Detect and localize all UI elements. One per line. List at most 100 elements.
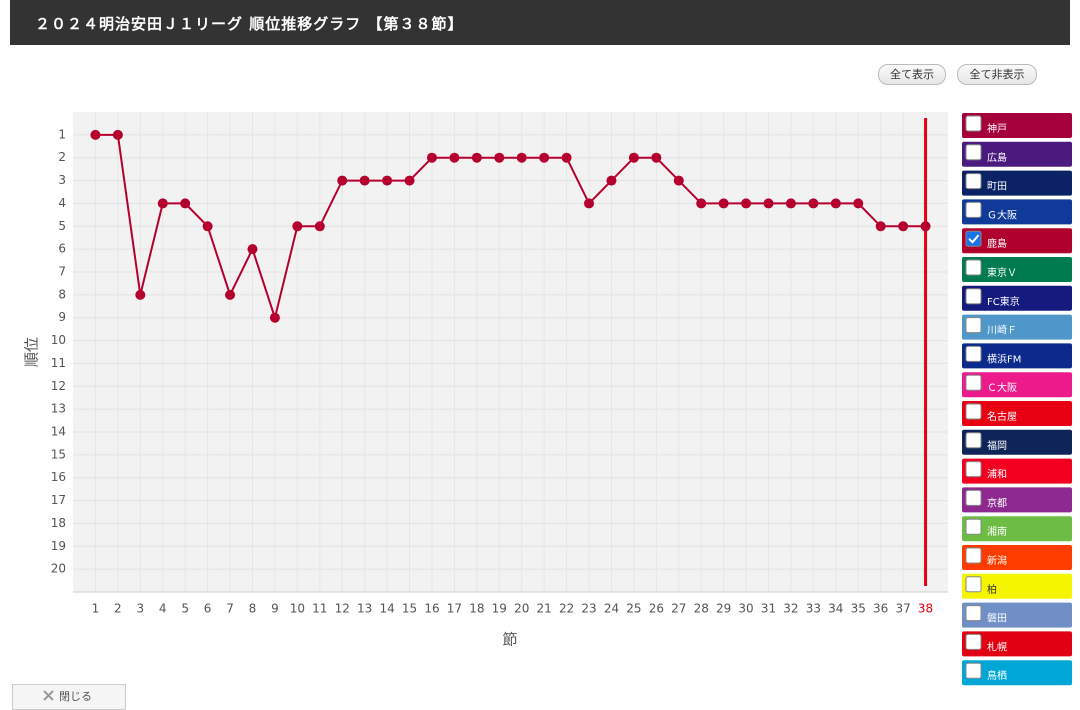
point (741, 198, 752, 209)
point (180, 198, 191, 209)
y-tick-label: 14 (51, 425, 66, 439)
checkbox[interactable] (965, 518, 982, 535)
x-tick-label: 8 (249, 602, 257, 616)
x-tick-label: 38 (918, 602, 933, 616)
checkbox[interactable] (965, 489, 982, 506)
legend-swatch (962, 343, 1072, 369)
point (875, 221, 886, 232)
close-button[interactable]: 閉じる (12, 684, 126, 710)
checkbox[interactable] (965, 633, 982, 650)
x-tick-label: 28 (694, 602, 709, 616)
legend-swatch (962, 257, 1072, 282)
checkbox[interactable] (965, 461, 982, 478)
legend-label: 福岡 (987, 439, 1007, 452)
x-tick-label: 36 (873, 602, 888, 616)
checkbox[interactable] (965, 173, 982, 190)
checkbox[interactable] (965, 115, 982, 132)
legend-label: Ｇ大阪 (987, 208, 1017, 221)
checkbox[interactable] (965, 230, 982, 247)
point (382, 175, 393, 186)
legend-item[interactable]: 鹿島 (962, 228, 1072, 254)
legend-item[interactable]: 鳥栖 (962, 660, 1072, 686)
show-all-button[interactable]: 全て表示 (878, 64, 946, 85)
x-tick-label: 4 (159, 602, 167, 616)
legend-item[interactable]: 川崎Ｆ (962, 314, 1072, 340)
legend-item[interactable]: 磐田 (962, 602, 1072, 628)
legend-item[interactable]: 京都 (962, 487, 1072, 513)
checkbox[interactable] (965, 144, 982, 161)
legend-label: 名古屋 (987, 410, 1017, 423)
checkbox[interactable] (965, 201, 982, 218)
x-tick-label: 37 (895, 602, 910, 616)
y-tick-label: 13 (51, 402, 66, 416)
point (292, 221, 303, 232)
legend-swatch (962, 170, 1072, 196)
checkbox[interactable] (965, 317, 982, 334)
legend-label: 磐田 (987, 613, 1007, 625)
point (718, 198, 729, 209)
legend-item[interactable]: FC東京 (962, 285, 1072, 311)
point (269, 312, 280, 323)
legend-label: Ｃ大阪 (987, 381, 1017, 394)
checkbox[interactable] (965, 576, 982, 593)
y-tick-label: 1 (58, 127, 66, 141)
legend-item[interactable]: 浦和 (962, 458, 1072, 484)
point (853, 198, 864, 209)
point (808, 198, 819, 209)
legend-item[interactable]: 柏 (962, 573, 1072, 599)
legend-item[interactable]: Ｃ大阪 (962, 372, 1072, 398)
legend-item[interactable]: Ｇ大阪 (962, 199, 1072, 225)
point (785, 198, 796, 209)
legend-swatch (962, 516, 1072, 542)
checkbox[interactable] (965, 662, 982, 679)
legend-item[interactable]: 湘南 (962, 516, 1072, 542)
legend-item[interactable]: 神戸 (962, 113, 1072, 138)
x-tick-label: 5 (181, 602, 189, 616)
checkbox[interactable] (965, 403, 982, 420)
point (359, 175, 370, 186)
checkbox[interactable] (965, 547, 982, 564)
legend-item[interactable]: 札幌 (962, 631, 1072, 657)
checkbox[interactable] (965, 259, 982, 276)
legend-item[interactable]: 福岡 (962, 429, 1072, 455)
checkbox[interactable] (965, 374, 982, 391)
x-tick-label: 25 (626, 602, 641, 616)
x-tick-label: 26 (649, 602, 664, 616)
x-tick-label: 32 (783, 602, 798, 616)
legend-swatch (962, 429, 1072, 455)
y-tick-label: 11 (51, 356, 66, 370)
y-tick-label: 16 (51, 470, 66, 484)
legend-item[interactable]: 横浜FM (962, 343, 1072, 369)
checkbox[interactable] (965, 605, 982, 622)
x-tick-label: 20 (514, 602, 529, 616)
x-tick-label: 6 (204, 602, 212, 616)
legend-swatch (962, 602, 1072, 628)
legend-item[interactable]: 東京Ｖ (962, 257, 1072, 282)
checkbox[interactable] (965, 288, 982, 305)
y-tick-label: 3 (58, 173, 66, 187)
close-label: 閉じる (59, 690, 92, 703)
point (651, 152, 662, 163)
y-tick-label: 17 (51, 493, 66, 507)
x-tick-label: 21 (537, 602, 552, 616)
y-tick-label: 20 (51, 562, 66, 576)
legend-item[interactable]: 広島 (962, 141, 1072, 167)
plot-area (73, 112, 948, 592)
legend-item[interactable]: 町田 (962, 170, 1072, 196)
legend-item[interactable]: 名古屋 (962, 401, 1072, 426)
checkbox[interactable] (965, 432, 982, 449)
legend-label: 横浜FM (987, 352, 1021, 365)
legend-label: 東京Ｖ (987, 266, 1017, 279)
y-tick-label: 8 (58, 287, 66, 301)
point (314, 221, 325, 232)
legend-item[interactable]: 新潟 (962, 545, 1072, 570)
legend-label: 新潟 (987, 554, 1007, 567)
hide-all-button[interactable]: 全て非表示 (957, 64, 1037, 85)
point (763, 198, 774, 209)
x-tick-label: 7 (226, 602, 234, 616)
checkbox[interactable] (965, 345, 982, 362)
legend-swatch (962, 487, 1072, 513)
x-tick-label: 19 (492, 602, 507, 616)
y-tick-label: 4 (58, 196, 66, 210)
